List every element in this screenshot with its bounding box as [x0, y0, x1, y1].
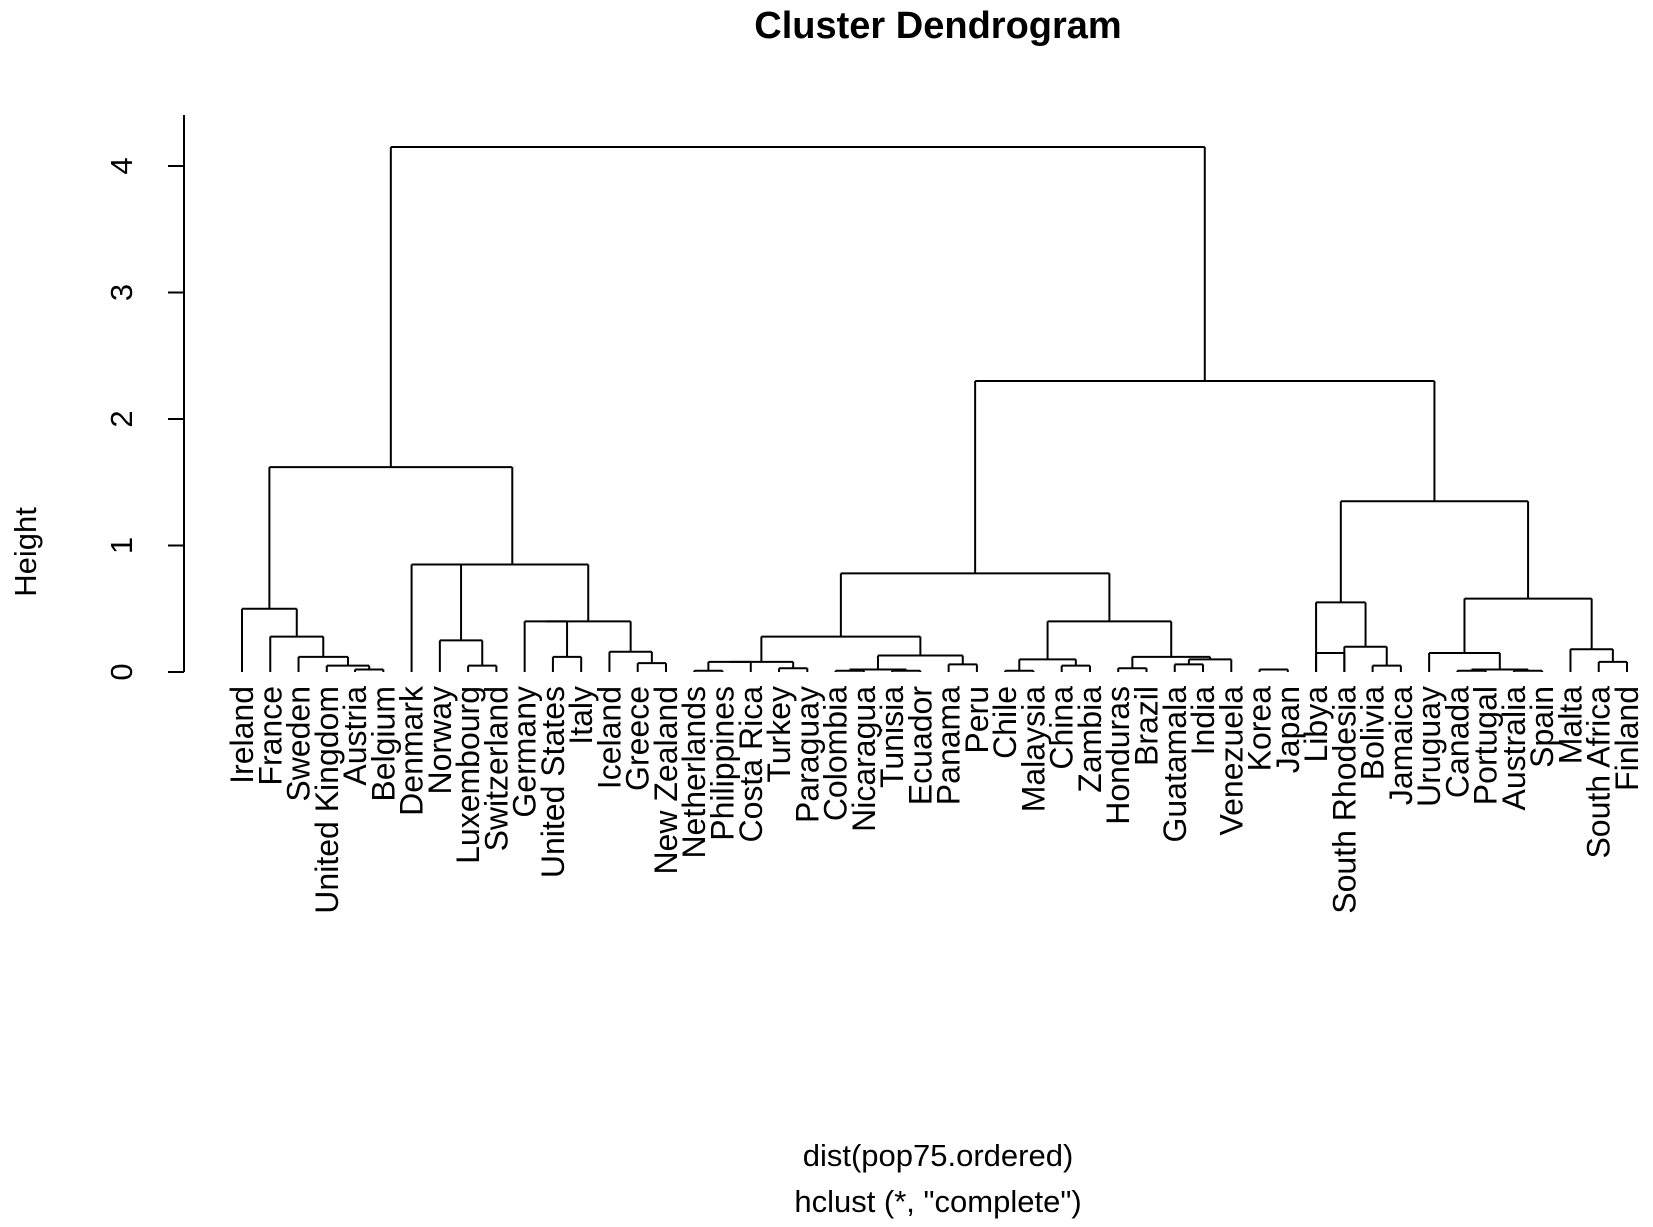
leaf-label: Paraguay: [789, 686, 825, 823]
leaf-label: Switzerland: [478, 686, 514, 851]
leaf-label: Canada: [1439, 686, 1475, 798]
leaf-label: Tunisia: [874, 686, 910, 788]
leaf-label: Guatamala: [1157, 686, 1193, 843]
leaf-label: Netherlands: [676, 686, 712, 859]
leaf-label: Bolivia: [1355, 686, 1391, 780]
leaf-label: Venezuela: [1213, 686, 1249, 836]
leaf-label: Chile: [987, 686, 1023, 759]
leaf-label: Jamaica: [1383, 686, 1419, 805]
leaf-label: Uruguay: [1411, 686, 1447, 807]
leaf-label: Nicaragua: [846, 686, 882, 832]
x-axis-label: dist(pop75.ordered): [803, 1138, 1074, 1173]
leaf-label: Costa Rica: [733, 686, 769, 843]
leaf-label: Peru: [959, 686, 995, 754]
leaf-label: Greece: [620, 686, 656, 791]
leaf-label: Australia: [1496, 686, 1532, 811]
leaf-label: Italy: [563, 686, 599, 745]
y-tick-label: 0: [104, 663, 139, 680]
leaf-label: South Africa: [1581, 686, 1617, 859]
y-axis: 0 1 2 3 4: [104, 115, 185, 681]
leaf-label: Iceland: [591, 686, 627, 789]
leaf-label: Austria: [337, 686, 373, 786]
leaf-label: Malta: [1552, 686, 1588, 764]
leaf-label: India: [1185, 686, 1221, 756]
leaf-label: Brazil: [1128, 686, 1164, 766]
leaf-label: Germany: [507, 686, 543, 818]
leaf-label: United Kingdom: [309, 686, 345, 914]
y-tick-label: 2: [104, 410, 139, 427]
leaf-label: Honduras: [1100, 686, 1136, 825]
leaf-label: Japan: [1270, 686, 1306, 773]
leaf-label: France: [252, 686, 288, 786]
leaf-label: Denmark: [394, 685, 430, 816]
leaf-label: Philippines: [705, 686, 741, 841]
leaf-label: Belgium: [365, 686, 401, 802]
leaf-label: United States: [535, 686, 571, 878]
chart-title: Cluster Dendrogram: [754, 5, 1121, 47]
y-tick-label: 4: [104, 157, 139, 174]
y-axis-label: Height: [8, 507, 43, 597]
leaf-label: Zambia: [1072, 686, 1108, 793]
leaf-label: South Rhodesia: [1326, 686, 1362, 914]
leaf-label: Sweden: [281, 686, 317, 802]
y-tick-label: 1: [104, 537, 139, 554]
leaf-label: Turkey: [761, 686, 797, 783]
leaf-label: Norway: [422, 686, 458, 794]
leaf-label: Korea: [1242, 686, 1278, 772]
leaf-label: Panama: [931, 686, 967, 805]
leaf-label: Luxembourg: [450, 686, 486, 864]
leaf-label: Ecuador: [902, 686, 938, 806]
dendrogram-tree: [241, 146, 1628, 672]
leaf-label: Malaysia: [1015, 686, 1051, 812]
leaf-label: Colombia: [818, 686, 854, 821]
leaf-label: Spain: [1524, 686, 1560, 768]
leaf-label: Finland: [1609, 686, 1645, 791]
leaf-label: China: [1044, 686, 1080, 770]
y-tick-label: 3: [104, 284, 139, 301]
leaf-label: Portugal: [1468, 686, 1504, 805]
subtitle: hclust (*, "complete"): [794, 1184, 1081, 1219]
leaf-label: Libya: [1298, 686, 1334, 763]
leaf-label: Ireland: [224, 686, 260, 784]
leaf-label: New Zealand: [648, 686, 684, 875]
